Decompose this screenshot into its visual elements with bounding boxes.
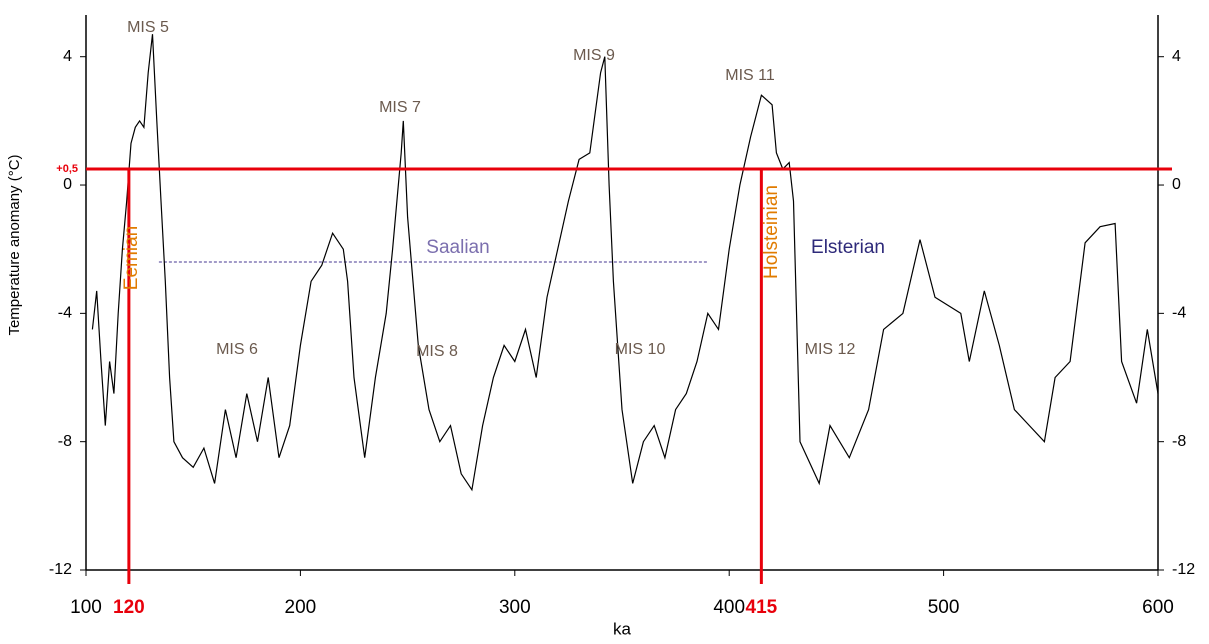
- annotation: MIS 7: [379, 99, 421, 116]
- reference-label-h: +0,5: [56, 163, 78, 175]
- y-tick-label-right: -4: [1172, 305, 1186, 322]
- annotation: MIS 9: [573, 47, 615, 64]
- annotation: Eemian: [121, 226, 142, 290]
- x-tick-label: 100: [70, 597, 102, 618]
- annotation: Elsterian: [811, 237, 885, 258]
- y-tick-label-right: -8: [1172, 433, 1186, 450]
- x-tick-label: 500: [928, 597, 960, 618]
- x-tick-label: 300: [499, 597, 531, 618]
- reference-label-v: 120: [113, 597, 145, 618]
- annotation: Holsteinian: [761, 185, 782, 279]
- x-tick-label: 200: [285, 597, 317, 618]
- annotation: MIS 10: [615, 341, 666, 358]
- annotation: MIS 12: [805, 341, 856, 358]
- y-tick-label-right: 0: [1172, 176, 1181, 193]
- y-tick-label-right: -12: [1172, 561, 1195, 578]
- y-tick-label: 0: [63, 176, 72, 193]
- y-tick-label: -4: [58, 305, 72, 322]
- annotation: Saalian: [426, 237, 489, 258]
- annotation: MIS 5: [127, 19, 169, 36]
- y-tick-label: -8: [58, 433, 72, 450]
- y-tick-label-right: 4: [1172, 48, 1181, 65]
- x-axis-label: ka: [613, 619, 632, 638]
- annotation: MIS 6: [216, 341, 258, 358]
- annotation: MIS 8: [416, 343, 458, 360]
- y-tick-label: -12: [49, 561, 72, 578]
- reference-label-v: 415: [746, 597, 778, 618]
- temperature-line: [91, 34, 1159, 492]
- y-tick-label: 4: [63, 48, 72, 65]
- x-tick-label: 400: [713, 597, 745, 618]
- annotation: MIS 11: [725, 67, 775, 84]
- x-tick-label: 600: [1142, 597, 1174, 618]
- y-axis-label: Temperature anomany (°C): [6, 154, 23, 335]
